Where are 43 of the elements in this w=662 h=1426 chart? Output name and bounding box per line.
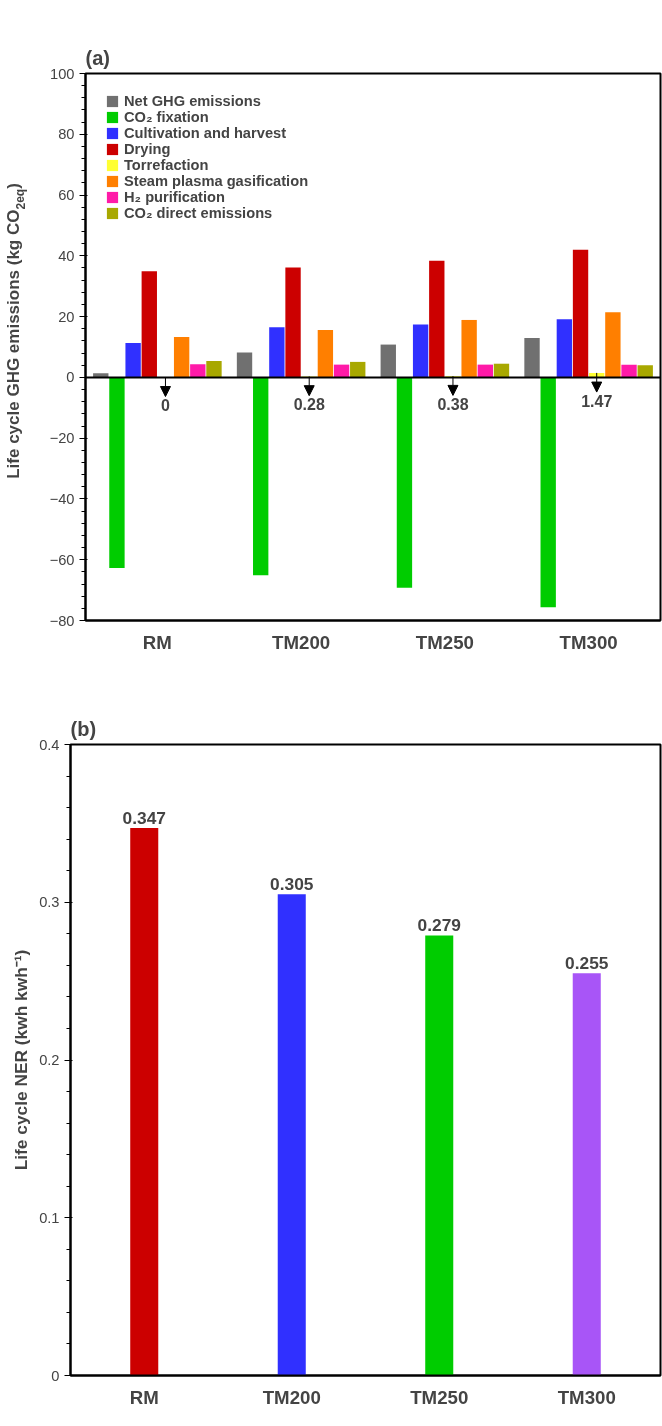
legend-label: CO₂ fixation xyxy=(124,109,209,125)
x-tick-label: RM xyxy=(142,631,172,653)
legend-label: Drying xyxy=(124,141,171,157)
y-tick-label: −40 xyxy=(49,490,75,507)
chart-title: (a) xyxy=(85,46,110,69)
x-tick-label: TM200 xyxy=(262,1386,321,1408)
y-tick-label: 0.2 xyxy=(39,1052,60,1068)
y-axis-title: Life cycle NER (kwh kwh⁻¹) xyxy=(11,949,32,1171)
legend-label: Cultivation and harvest xyxy=(124,125,287,141)
data-label: 0.347 xyxy=(122,808,166,829)
y-tick-label: 20 xyxy=(58,308,75,325)
data-label: 0.279 xyxy=(417,915,461,936)
data-label: 0.28 xyxy=(293,396,325,414)
data-label: 0 xyxy=(161,397,171,415)
legend-label: CO₂ direct emissions xyxy=(124,205,273,221)
y-axis-title: Life cycle GHG emissions (kg CO2eq) xyxy=(3,182,28,479)
legend-label: Steam plasma gasification xyxy=(124,173,309,189)
y-tick-label: 60 xyxy=(58,187,75,204)
y-tick-label: 0.3 xyxy=(39,894,60,911)
x-tick-label: TM250 xyxy=(415,631,474,653)
x-tick-label: RM xyxy=(129,1386,159,1408)
y-tick-label: 80 xyxy=(58,126,75,143)
data-label: 0.38 xyxy=(437,396,469,414)
x-tick-label: TM250 xyxy=(410,1386,469,1408)
y-tick-label: 100 xyxy=(50,65,75,82)
legend-label: Net GHG emissions xyxy=(124,93,261,109)
y-tick-label: −20 xyxy=(49,430,75,447)
x-tick-label: TM300 xyxy=(559,631,618,653)
data-label: 1.47 xyxy=(581,392,613,410)
y-tick-label: 0.4 xyxy=(39,736,60,753)
y-tick-label: 40 xyxy=(58,247,75,264)
y-tick-label: −60 xyxy=(49,551,75,568)
legend-label: H₂ purification xyxy=(124,189,225,205)
y-tick-label: 0 xyxy=(66,369,75,386)
legend-label: Torrefaction xyxy=(124,157,209,173)
x-tick-label: TM200 xyxy=(272,631,331,653)
y-tick-label: 0.1 xyxy=(39,1209,60,1226)
y-tick-label: 0 xyxy=(51,1367,60,1384)
data-label: 0.255 xyxy=(565,953,609,974)
chart-title: (b) xyxy=(70,717,97,740)
data-label: 0.305 xyxy=(270,874,314,895)
x-tick-label: TM300 xyxy=(557,1386,616,1408)
y-tick-label: −80 xyxy=(49,612,75,629)
